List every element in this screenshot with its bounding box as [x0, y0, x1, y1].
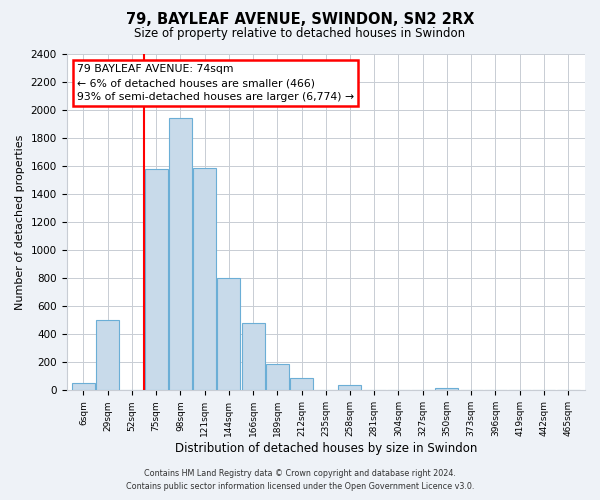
Bar [266, 364, 289, 390]
Bar [72, 384, 95, 390]
Y-axis label: Number of detached properties: Number of detached properties [15, 134, 25, 310]
Text: Contains HM Land Registry data © Crown copyright and database right 2024.
Contai: Contains HM Land Registry data © Crown c… [126, 470, 474, 491]
Bar [96, 320, 119, 390]
Bar [169, 118, 192, 390]
Bar [338, 386, 361, 390]
Bar [436, 388, 458, 390]
Text: 79, BAYLEAF AVENUE, SWINDON, SN2 2RX: 79, BAYLEAF AVENUE, SWINDON, SN2 2RX [126, 12, 474, 28]
Bar [217, 278, 241, 390]
Text: Size of property relative to detached houses in Swindon: Size of property relative to detached ho… [134, 28, 466, 40]
Bar [145, 169, 167, 390]
X-axis label: Distribution of detached houses by size in Swindon: Distribution of detached houses by size … [175, 442, 477, 455]
Bar [290, 378, 313, 390]
Text: 79 BAYLEAF AVENUE: 74sqm
← 6% of detached houses are smaller (466)
93% of semi-d: 79 BAYLEAF AVENUE: 74sqm ← 6% of detache… [77, 64, 354, 102]
Bar [242, 323, 265, 390]
Bar [193, 168, 216, 390]
